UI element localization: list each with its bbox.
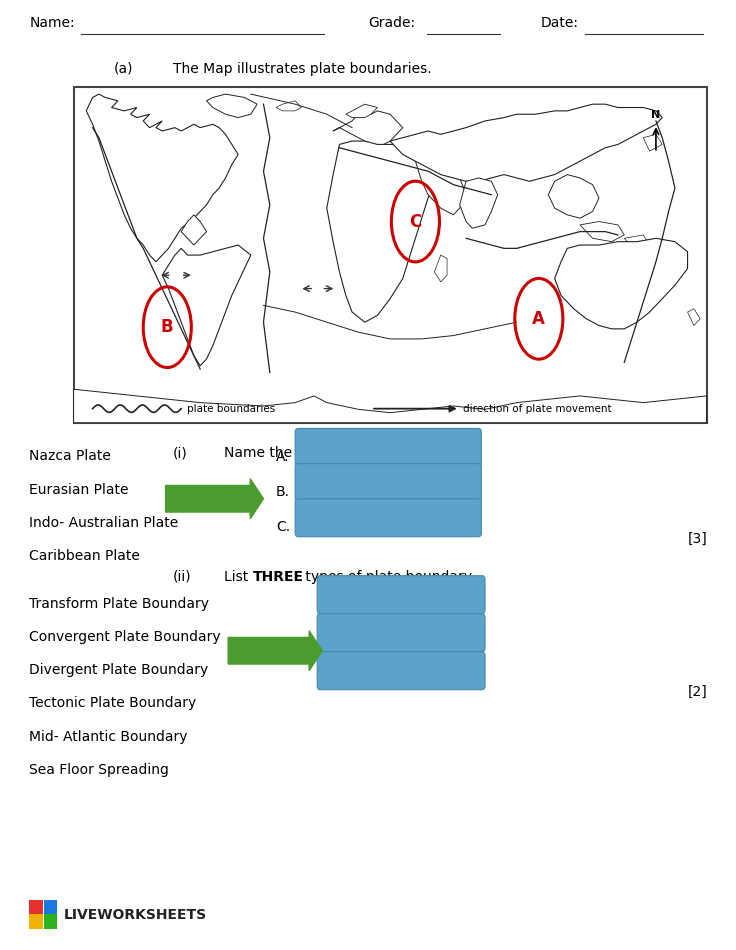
Text: A.: A. [276, 450, 290, 464]
Text: (i): (i) [173, 446, 188, 461]
Polygon shape [327, 141, 434, 322]
Polygon shape [333, 111, 403, 148]
Bar [44, 914, 57, 929]
Text: Caribbean Plate: Caribbean Plate [29, 549, 141, 563]
Text: Name:: Name: [29, 16, 75, 30]
Polygon shape [276, 101, 302, 111]
Text: (ii): (ii) [173, 570, 191, 584]
Text: types of plate boundary.: types of plate boundary. [301, 570, 475, 584]
Text: Nazca Plate: Nazca Plate [29, 449, 111, 464]
Text: Grade:: Grade: [368, 16, 415, 30]
Text: [3]: [3] [688, 532, 708, 546]
Polygon shape [460, 178, 498, 228]
Text: List: List [224, 570, 253, 584]
Text: Eurasian Plate: Eurasian Plate [29, 483, 129, 497]
Polygon shape [86, 94, 238, 262]
Polygon shape [624, 235, 650, 252]
Text: direction of plate movement: direction of plate movement [464, 404, 612, 413]
FancyBboxPatch shape [295, 499, 481, 537]
Text: Date:: Date: [541, 16, 579, 30]
Text: [2]: [2] [688, 685, 708, 699]
Text: LIVEWORKSHEETS: LIVEWORKSHEETS [64, 907, 207, 922]
Text: C: C [409, 213, 422, 231]
Polygon shape [390, 104, 662, 181]
FancyArrow shape [228, 631, 322, 671]
Polygon shape [181, 215, 207, 245]
Text: The Map illustrates plate boundaries.: The Map illustrates plate boundaries. [173, 62, 431, 76]
Text: plate boundaries: plate boundaries [187, 404, 275, 413]
FancyBboxPatch shape [317, 652, 485, 690]
FancyBboxPatch shape [295, 428, 481, 466]
Text: Tectonic Plate Boundary: Tectonic Plate Boundary [29, 696, 197, 711]
FancyBboxPatch shape [317, 614, 485, 652]
FancyBboxPatch shape [317, 576, 485, 614]
Polygon shape [434, 255, 447, 282]
Bar [44, 900, 57, 916]
Text: Divergent Plate Boundary: Divergent Plate Boundary [29, 663, 209, 677]
Polygon shape [162, 245, 251, 366]
Polygon shape [74, 390, 707, 423]
Text: Transform Plate Boundary: Transform Plate Boundary [29, 597, 210, 611]
Text: Mid- Atlantic Boundary: Mid- Atlantic Boundary [29, 730, 188, 744]
Polygon shape [555, 238, 687, 329]
Text: B: B [161, 318, 174, 336]
Polygon shape [548, 175, 599, 218]
Text: Indo- Australian Plate: Indo- Australian Plate [29, 516, 179, 530]
Bar [74, 87, 707, 423]
Text: B.: B. [276, 485, 290, 499]
Polygon shape [580, 221, 624, 241]
Polygon shape [643, 134, 662, 151]
Text: Name the plates labelled: A.: Name the plates labelled: A. [224, 446, 422, 461]
Text: (a): (a) [114, 62, 133, 76]
FancyArrow shape [166, 479, 263, 519]
Polygon shape [207, 94, 257, 118]
Bar [29, 914, 43, 929]
Text: N: N [651, 110, 660, 121]
FancyBboxPatch shape [295, 464, 481, 502]
Text: THREE: THREE [252, 570, 303, 584]
Text: A: A [532, 310, 545, 328]
Polygon shape [415, 155, 466, 215]
Text: Convergent Plate Boundary: Convergent Plate Boundary [29, 630, 221, 644]
Polygon shape [346, 104, 378, 118]
Bar [29, 900, 43, 916]
Text: C.: C. [276, 521, 290, 534]
Polygon shape [687, 309, 700, 326]
Text: Sea Floor Spreading: Sea Floor Spreading [29, 763, 169, 777]
